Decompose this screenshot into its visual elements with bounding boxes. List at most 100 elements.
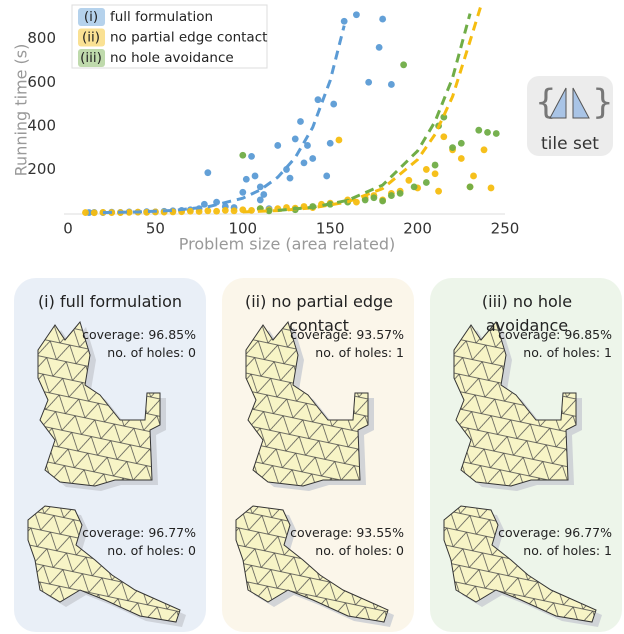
point (481, 146, 488, 153)
legend-label: no partial edge contact (110, 30, 267, 46)
point (365, 79, 372, 86)
point (458, 140, 465, 147)
x-axis-label: Problem size (area related) (179, 235, 395, 254)
x-tick-label: 200 (403, 220, 432, 238)
point (187, 208, 194, 215)
point (435, 188, 442, 195)
point (470, 173, 477, 180)
shape-stats: coverage: 96.77%no. of holes: 0 (82, 524, 196, 560)
coverage-label: coverage: 96.77% (498, 524, 612, 542)
holes-label: no. of holes: 0 (82, 542, 196, 560)
point (323, 173, 330, 180)
point (213, 208, 220, 215)
x-tick-label: 250 (491, 220, 520, 238)
panel-title: (i) full formulation (14, 290, 206, 314)
tile-set: { } tile set (527, 76, 614, 156)
y-tick-label: 200 (27, 160, 56, 178)
holes-label: no. of holes: 1 (290, 344, 404, 362)
point (292, 136, 299, 143)
holes-label: no. of holes: 0 (290, 542, 404, 560)
point (423, 179, 430, 186)
point (467, 183, 474, 190)
y-tick-label: 600 (27, 73, 56, 91)
fit-curve (278, 14, 470, 211)
point (484, 129, 491, 136)
shapes (28, 322, 186, 627)
point (388, 81, 395, 88)
legend: (i) full formulation (ii) no partial edge c… (72, 5, 267, 68)
point (239, 189, 246, 196)
point (379, 198, 386, 205)
coverage-label: coverage: 93.55% (290, 524, 404, 542)
point (371, 194, 378, 201)
y-axis-label: Running time (s) (12, 44, 31, 177)
shape-stats: coverage: 93.55%no. of holes: 0 (290, 524, 404, 560)
x-tick-label: 0 (63, 220, 73, 238)
holes-label: no. of holes: 1 (498, 344, 612, 362)
point (379, 16, 386, 23)
point (301, 159, 308, 166)
point (239, 152, 246, 159)
point (449, 144, 456, 151)
point (336, 137, 343, 144)
point (400, 61, 407, 68)
point (274, 142, 281, 149)
point (397, 190, 404, 197)
point (432, 170, 439, 177)
point (475, 127, 482, 134)
panel: (i) full formulationcoverage: 96.85%no. … (14, 278, 206, 632)
point (341, 18, 348, 25)
holes-label: no. of holes: 0 (82, 344, 196, 362)
point (91, 209, 98, 216)
legend-label: full formulation (110, 9, 213, 25)
legend-tag: (iii) (80, 50, 102, 66)
point (204, 169, 211, 176)
x-tick-label: 50 (146, 220, 165, 238)
point (257, 183, 264, 190)
page: Running time (s) Problem size (area rela… (0, 0, 624, 634)
y-tick-label: 800 (27, 29, 56, 47)
y-tick-label: 400 (27, 116, 56, 134)
x-tick-label: 100 (228, 220, 257, 238)
point (82, 209, 89, 216)
point (243, 176, 250, 183)
point (488, 185, 495, 192)
point (327, 140, 334, 147)
point (201, 201, 208, 208)
point (204, 207, 211, 214)
legend-tag: (ii) (82, 30, 100, 46)
point (315, 96, 322, 103)
point (222, 207, 229, 214)
chart: Running time (s) Problem size (area rela… (0, 0, 624, 270)
point (287, 175, 294, 182)
shape-stats: coverage: 93.57%no. of holes: 1 (290, 326, 404, 362)
point (376, 44, 383, 51)
point (252, 173, 259, 180)
shapes (444, 322, 602, 627)
point (493, 130, 500, 137)
point (432, 162, 439, 169)
point (231, 207, 238, 214)
shape-stats: coverage: 96.85%no. of holes: 0 (82, 326, 196, 362)
fit-curve (243, 7, 481, 212)
legend-tag: (i) (84, 9, 98, 25)
shape-stats: coverage: 96.77%no. of holes: 1 (498, 524, 612, 560)
point (423, 166, 430, 173)
coverage-label: coverage: 96.85% (498, 326, 612, 344)
coverage-label: coverage: 96.77% (82, 524, 196, 542)
point (330, 101, 337, 108)
shapes (236, 322, 394, 627)
point (260, 191, 267, 198)
x-tick-label: 150 (316, 220, 345, 238)
coverage-label: coverage: 93.57% (290, 326, 404, 344)
point (388, 192, 395, 199)
point (248, 153, 255, 160)
point (440, 133, 447, 140)
brace: } (592, 83, 614, 123)
coverage-label: coverage: 96.85% (82, 326, 196, 344)
point (411, 183, 418, 190)
point (353, 11, 360, 18)
tile-set-label: tile set (541, 134, 599, 154)
